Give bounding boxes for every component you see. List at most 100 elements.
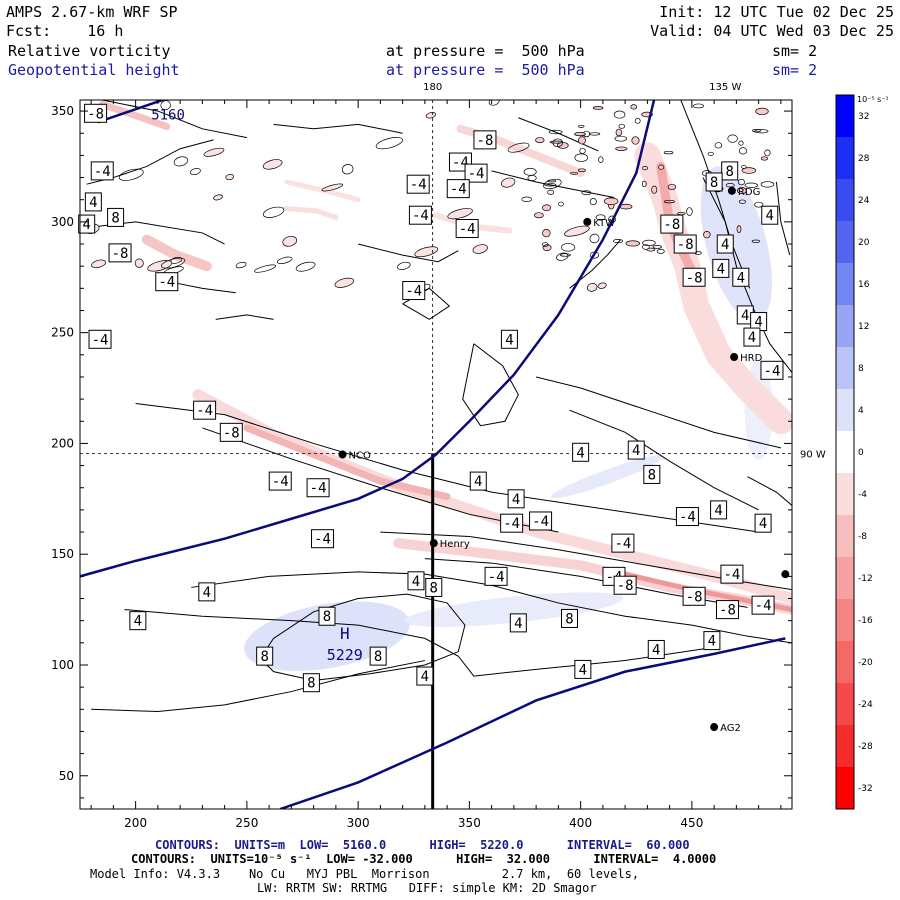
vorticity-label-box: -8 (673, 234, 697, 254)
vorticity-texture (552, 138, 564, 148)
vorticity-label-box: 4 (78, 214, 96, 234)
vorticity-label-text: -8 (477, 133, 494, 149)
vorticity-label-text: -4 (459, 222, 476, 238)
positive-vorticity-area (550, 455, 664, 499)
station-label: NCO (349, 451, 371, 462)
vorticity-label-text: 4 (721, 237, 729, 253)
vorticity-label-box: -8 (682, 586, 706, 606)
vorticity-label-frame (88, 329, 112, 349)
vorticity-contour-line (462, 343, 519, 427)
vorticity-label-frame (720, 564, 744, 584)
vorticity-texture (447, 208, 473, 220)
colorbar-segment (836, 179, 854, 222)
vorticity-label-box: -8 (219, 422, 243, 442)
vorticity-texture (561, 243, 576, 252)
forecast-hour: Fcst: 16 h (6, 22, 124, 40)
vorticity-label-frame (647, 639, 665, 659)
x-tick-label: 350 (458, 816, 481, 830)
vorticity-label-box: 4 (407, 571, 425, 591)
colorbar-segment (836, 767, 854, 810)
vorticity-label-box: -4 (311, 529, 335, 549)
vorticity-label-text: -8 (223, 425, 240, 441)
vorticity-texture (686, 207, 693, 216)
vorticity-label-text: -4 (196, 403, 213, 419)
vorticity-label-text: 4 (82, 217, 90, 233)
field2-smoothing: sm= 2 (772, 61, 818, 79)
vorticity-label-text: -8 (87, 106, 104, 122)
station-marker (730, 353, 739, 362)
colorbar-segment (836, 515, 854, 558)
vorticity-label-frame (219, 422, 243, 442)
vorticity-label-frame (407, 571, 425, 591)
vorticity-label-frame (90, 161, 114, 181)
vorticity-texture (558, 201, 564, 207)
geopotential-height-contour (80, 100, 656, 578)
vorticity-texture (534, 212, 544, 219)
vorticity-label-text: -4 (723, 567, 740, 583)
vorticity-label-frame (446, 179, 470, 199)
vorticity-label-text: 4 (754, 315, 762, 331)
vorticity-label-box: -4 (529, 511, 553, 531)
vorticity-texture (754, 201, 764, 208)
vorticity-label-box: 4 (710, 500, 728, 520)
vorticity-label-box: 4 (754, 513, 772, 533)
colorbar-tick-label: 4 (858, 406, 864, 416)
vorticity-label-box: -4 (446, 179, 470, 199)
vorticity-label-box: -8 (84, 103, 108, 123)
vorticity-texture (603, 197, 619, 206)
y-tick-label: 350 (51, 104, 74, 118)
field1-name: Relative vorticity (8, 42, 171, 60)
vorticity-label-text: 4 (512, 492, 520, 508)
meridian-label: 180 (423, 82, 442, 93)
vorticity-label-text: -4 (272, 474, 289, 490)
colorbar-segment (836, 263, 854, 306)
vorticity-texture (118, 168, 144, 181)
vorticity-texture (577, 168, 586, 173)
colorbar-tick-label: 12 (858, 322, 869, 332)
vorticity-texture (663, 199, 675, 204)
vorticity-label-text: -4 (412, 208, 429, 224)
vorticity-label-box: -4 (402, 281, 426, 301)
vorticity-texture (737, 178, 745, 186)
vorticity-contour-line (702, 177, 792, 373)
vorticity-label-frame (675, 507, 699, 527)
vorticity-label-box: -8 (682, 267, 706, 287)
vorticity-texture (619, 203, 633, 210)
station-marker (710, 723, 719, 732)
vorticity-label-frame (754, 513, 772, 533)
meridian-label: 135 W (709, 82, 741, 93)
station-label: KTW (593, 218, 615, 229)
negative-vorticity-band (622, 571, 792, 613)
vorticity-label-box: -4 (90, 161, 114, 181)
vorticity-label-box: -4 (306, 478, 330, 498)
vorticity-texture (741, 167, 757, 174)
vorticity-label-box: -4 (155, 272, 179, 292)
vorticity-label-frame (464, 163, 488, 183)
vorticity-label-frame (507, 489, 525, 509)
vorticity-label-frame (406, 174, 430, 194)
vorticity-texture (542, 244, 552, 252)
vorticity-label-box: -4 (484, 566, 508, 586)
vorticity-texture (203, 147, 225, 157)
vorticity-texture (548, 129, 563, 135)
vorticity-label-text: 4 (748, 330, 756, 346)
vorticity-texture (677, 211, 686, 216)
vorticity-label-text: 4 (421, 669, 429, 685)
vorticity-texture (581, 190, 592, 196)
vorticity-label-frame (660, 214, 684, 234)
colorbar-tick-label: -16 (858, 616, 873, 626)
vorticity-label-text: -4 (764, 363, 781, 379)
vorticity-label-frame (703, 631, 721, 651)
x-tick-label: 300 (347, 816, 370, 830)
vorticity-label-box: -4 (406, 174, 430, 194)
x-tick-label: 450 (680, 816, 703, 830)
vorticity-label-box: 4 (84, 192, 102, 212)
y-tick-label: 250 (51, 326, 74, 340)
station-marker (338, 450, 347, 459)
vorticity-label-box: 8 (107, 207, 125, 227)
vorticity-label-frame (473, 130, 497, 150)
vorticity-label-frame (311, 529, 335, 549)
vorticity-texture (578, 124, 585, 128)
vorticity-texture (738, 147, 748, 155)
vorticity-texture (544, 183, 557, 187)
